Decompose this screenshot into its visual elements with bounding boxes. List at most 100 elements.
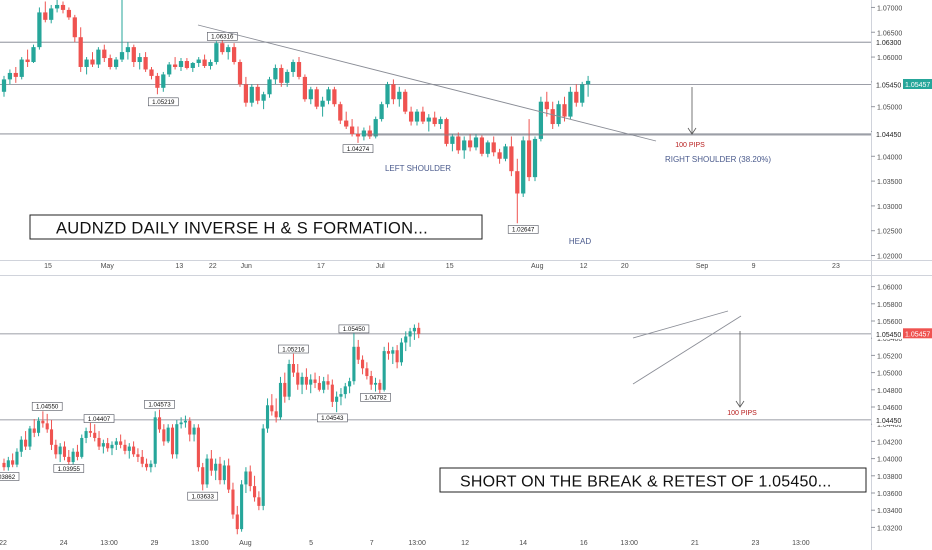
candle-body (265, 405, 270, 429)
y-tick-label: 1.02500 (877, 229, 902, 236)
y-tick-label: 1.03200 (877, 525, 902, 532)
candle-body (456, 136, 461, 151)
candle-body (278, 382, 283, 418)
candle-body (155, 75, 160, 88)
candle-body (373, 119, 378, 137)
candle-body (13, 72, 18, 77)
candle-body (326, 89, 331, 101)
candle-body (257, 497, 261, 506)
level-label: 1.05450 (876, 82, 901, 89)
x-tick-label: Aug (531, 263, 544, 270)
candle-body (196, 59, 201, 64)
y-tick-label: 1.03600 (877, 491, 902, 498)
candle-body (226, 47, 231, 53)
candle-body (231, 489, 235, 515)
candle-body (574, 91, 579, 103)
candle-body (136, 454, 140, 457)
price-mark-box (278, 344, 309, 354)
y-tick-label: 1.03400 (877, 508, 902, 515)
price-mark-box (338, 324, 370, 334)
candle-body (37, 12, 42, 48)
price-mark-label: 1.04407 (88, 416, 111, 423)
candle-body (585, 80, 591, 85)
price-mark-box (83, 414, 115, 423)
y-tick-label: 1.03500 (877, 179, 902, 186)
candle-body (149, 463, 153, 468)
x-tick-label: 13:00 (100, 540, 118, 547)
candle-body (37, 420, 41, 433)
candle-body (209, 458, 213, 471)
candle-body (220, 43, 225, 53)
x-tick-label: Jul (376, 263, 385, 270)
price-mark-label: 1.05219 (152, 99, 175, 106)
candle-body (43, 12, 48, 20)
candle-body (32, 428, 36, 433)
y-tick-label: 1.05400 (877, 336, 902, 343)
candle-body (261, 94, 266, 101)
candle-body (349, 126, 355, 134)
candle-body (140, 456, 144, 464)
candle-body (66, 9, 72, 18)
candle-body (45, 423, 49, 430)
x-tick-label: 12 (461, 540, 469, 547)
pips-arrow-head (735, 400, 745, 408)
candle-body (404, 336, 408, 343)
candle-body (339, 394, 343, 397)
candle-body (444, 119, 449, 144)
x-tick-label: 9 (752, 263, 756, 270)
x-tick-label: Aug (239, 540, 252, 547)
candle-body (296, 372, 300, 385)
candle-body (162, 429, 166, 442)
daily-chart-pane[interactable]: 1.070001.065001.060001.055001.050001.045… (0, 0, 932, 270)
candle-body (330, 384, 334, 402)
candle-body (403, 91, 408, 112)
pips-label: 100 PIPS (727, 410, 757, 417)
y-tick-label: 1.03000 (877, 204, 902, 211)
level-label-bg (872, 414, 902, 425)
price-mark-box (144, 400, 175, 409)
x-tick-label: 13:00 (792, 540, 810, 547)
candle-body (379, 104, 384, 120)
candle-body (231, 47, 237, 63)
candle-body (114, 441, 118, 445)
candle-body (503, 146, 508, 159)
x-tick-label: 7 (370, 540, 374, 547)
level-label: 1.05450 (876, 332, 901, 339)
candle-body (391, 84, 396, 100)
chart-title: SHORT ON THE BREAK & RETEST OF 1.05450..… (460, 474, 832, 491)
level-label-bg (872, 128, 902, 139)
candle-body (196, 427, 200, 468)
head-label: HEAD (569, 237, 591, 246)
candle-body (414, 111, 420, 122)
candle-body (102, 49, 107, 59)
candle-body (378, 382, 382, 390)
candle-body (261, 428, 265, 506)
candle-body (172, 64, 178, 67)
candle-body (214, 463, 218, 471)
h4-chart-pane[interactable]: 1.06000 1.05800 1.05600 1.05400 1.05200 1.050… (0, 285, 932, 547)
candle-body (72, 17, 77, 38)
candle-body (106, 443, 110, 449)
x-tick-label: 15 (44, 263, 52, 270)
candle-body (58, 446, 62, 455)
candle-body (491, 142, 496, 153)
candle-body (15, 451, 19, 465)
candle-body (485, 142, 490, 154)
candle-body (373, 382, 378, 385)
candle-body (322, 381, 326, 390)
candle-body (343, 386, 347, 395)
candle-body (88, 431, 92, 433)
candle-body (243, 84, 249, 103)
candle-body (355, 133, 361, 137)
candle-body (255, 86, 260, 101)
price-mark-label: 1.02647 (512, 227, 535, 234)
y-tick-label: 1.02000 (877, 254, 902, 261)
wedge-lower-line (632, 315, 742, 385)
candle-body (479, 137, 485, 154)
candle-body (287, 364, 291, 397)
candle-body (175, 424, 179, 455)
candle-body (19, 439, 23, 452)
x-tick-label: 24 (60, 540, 68, 547)
candle-body (125, 47, 131, 53)
candle-body (550, 109, 555, 125)
